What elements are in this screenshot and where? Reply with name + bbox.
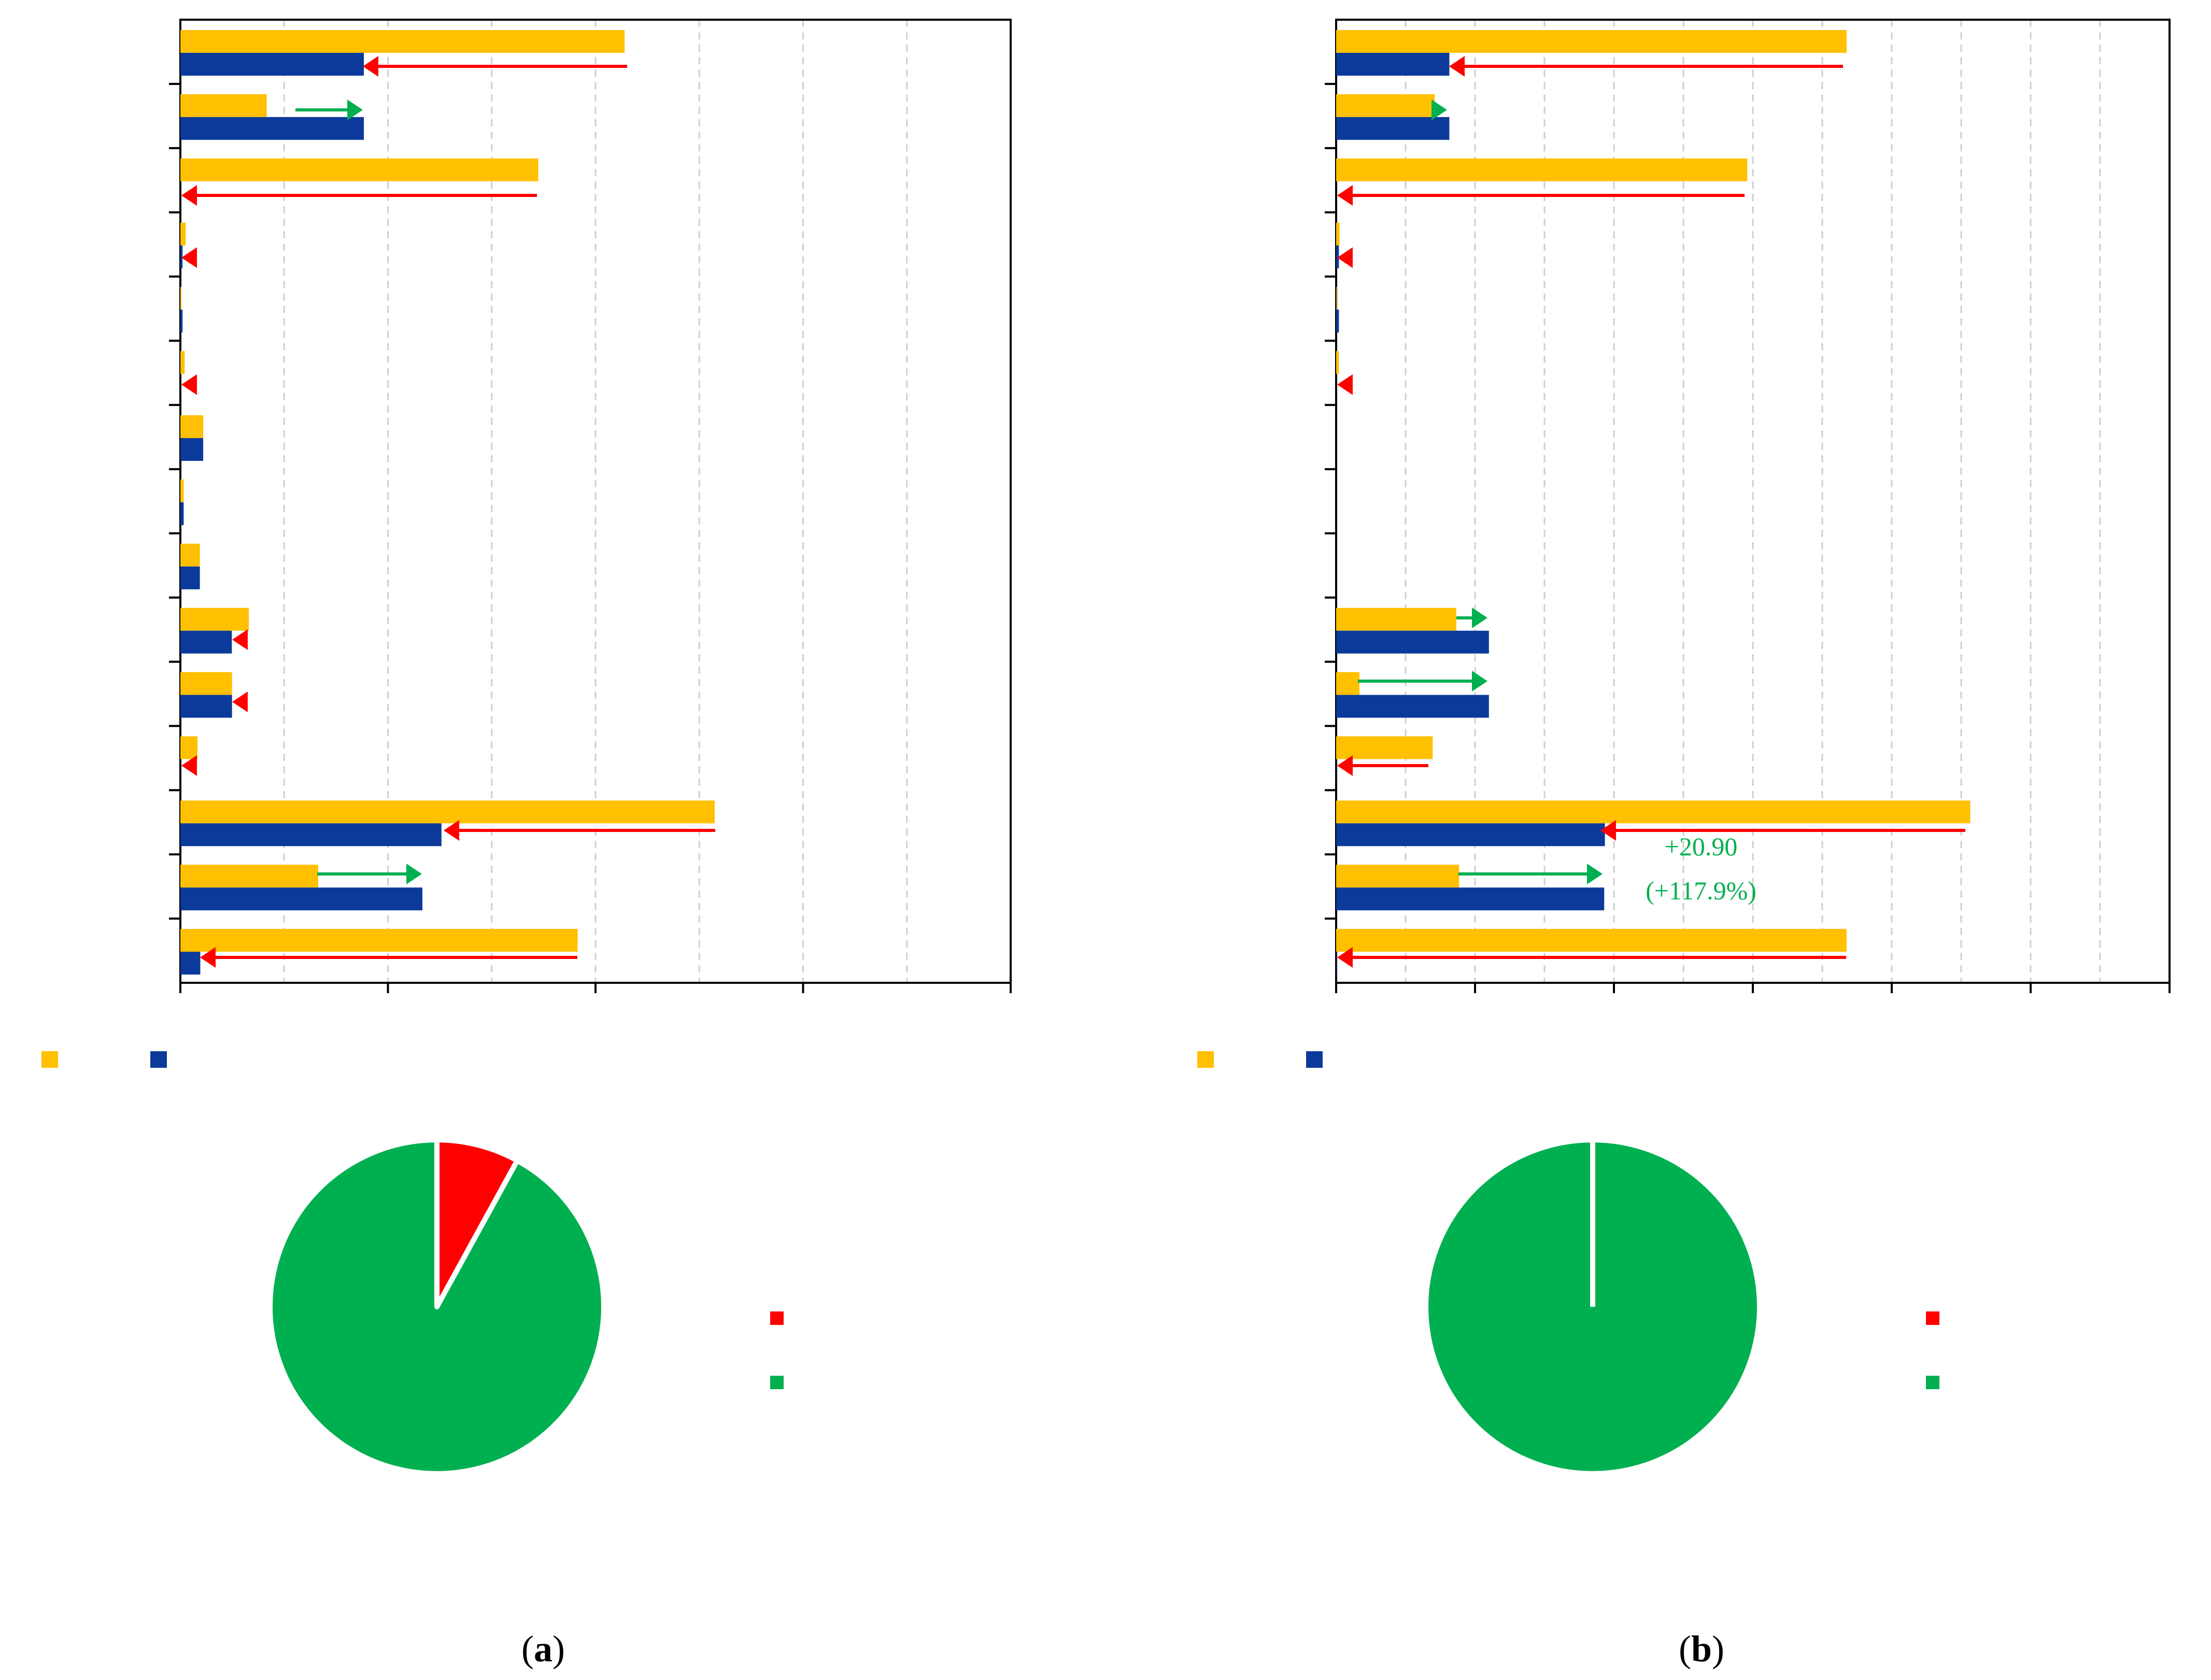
annotation-epgl-nren-arrow-head xyxy=(1337,947,1353,968)
bar-ante-epl-ren xyxy=(180,94,267,117)
annotation-epl-ren-arrow-head xyxy=(347,100,363,120)
bar-post-epgl-tot xyxy=(1336,823,1605,846)
bar-ante-epl-nren xyxy=(180,158,538,181)
bar-post-epgl-ren xyxy=(180,887,422,911)
annotation-epgl-ren-arrow-head xyxy=(1587,864,1603,884)
bar-post-epgl-tot xyxy=(180,823,442,846)
bar-post-epc-ren xyxy=(180,309,183,333)
bar-ante-epgl-nren xyxy=(1336,929,1847,952)
legend-swatch-post xyxy=(1306,1051,1323,1068)
bar-ante-eph-nren xyxy=(180,736,198,759)
annotation-epc-tot-arrow-head xyxy=(1337,247,1353,268)
bar-ante-eph-tot xyxy=(180,608,249,631)
panel-label-a: (a) xyxy=(521,1628,565,1670)
annotation-epl-nren-arrow-head xyxy=(1337,185,1353,206)
bar-ante-epw-nren xyxy=(180,543,200,567)
bar-post-epw-tot xyxy=(180,438,204,461)
bar-ante-epl-tot xyxy=(1336,30,1847,53)
annotation-eph-nren-arrow-head xyxy=(1337,755,1353,776)
bar-ante-epw-tot xyxy=(180,415,204,439)
bar-post-epl-ren xyxy=(180,117,364,140)
bar-ante-eph-tot xyxy=(1336,608,1456,631)
bar-ante-epw-ren xyxy=(180,479,184,502)
bar-post-epgl-nren xyxy=(1336,952,1337,975)
bar-post-eph-tot xyxy=(1336,630,1489,654)
annotation-epl-tot-arrow-head xyxy=(1449,56,1465,77)
bar-ante-epc-nren xyxy=(180,351,185,374)
bar-post-epc-tot xyxy=(1336,245,1339,269)
bar-post-epl-tot xyxy=(180,52,364,76)
annotation-epgl-tot-arrow-head xyxy=(444,820,459,841)
annotation-epc-nren-arrow-head xyxy=(181,374,197,395)
pie-chart-a xyxy=(267,1137,784,1476)
panel-label-b: (b) xyxy=(1679,1628,1724,1670)
bar-ante-epgl-ren xyxy=(1336,865,1459,888)
annotation-epl-tot-arrow-head xyxy=(363,56,378,77)
bar-post-epc-ren xyxy=(1336,309,1339,333)
bar-post-epl-ren xyxy=(1336,117,1450,140)
bar-ante-eph-nren xyxy=(1336,736,1433,759)
bar-post-eph-nren xyxy=(1336,759,1337,782)
annotation-eph-ren-arrow-head xyxy=(232,691,248,712)
bar-chart-a xyxy=(41,19,1012,1068)
bar-ante-eph-ren xyxy=(1336,672,1360,695)
bar-ante-epgl-tot xyxy=(180,800,715,824)
bar-post-epgl-ren xyxy=(1336,887,1605,911)
bar-post-epgl-nren xyxy=(180,952,201,975)
bar-post-epl-tot xyxy=(1336,52,1450,76)
annotation-epgl-ren-text: +20.90 (+117.9%) xyxy=(1646,832,1756,905)
bar-post-eph-ren xyxy=(180,695,232,718)
bar-ante-epc-nren xyxy=(1336,351,1339,374)
annotation-epgl-ren-arrow-head xyxy=(406,864,422,884)
annotation-epl-ren-arrow-head xyxy=(1432,100,1447,120)
annotation-epc-tot-arrow-head xyxy=(181,247,197,268)
annotation-epc-nren-arrow-head xyxy=(1337,374,1353,395)
pie-chart-b xyxy=(1423,1137,1939,1476)
bar-ante-epc-ren xyxy=(180,287,182,310)
bar-chart-b: +20.90 (+117.9%) xyxy=(1197,19,2171,1068)
pie-legend-swatch-epgl-ren xyxy=(770,1376,784,1389)
pie-legend-swatch-epgl-nren xyxy=(1926,1311,1939,1325)
annotation-eph-tot-arrow-head xyxy=(1472,608,1487,628)
bar-post-eph-ren xyxy=(1336,695,1489,718)
pie-legend-swatch-epgl-ren xyxy=(1926,1376,1939,1389)
bar-ante-epgl-tot xyxy=(1336,800,1971,824)
bar-post-epc-tot xyxy=(180,245,183,269)
pie-slice-epgl-ren xyxy=(267,1137,606,1476)
bar-ante-epl-ren xyxy=(1336,94,1435,117)
bar-ante-epl-tot xyxy=(180,30,625,53)
annotation-eph-ren-arrow-head xyxy=(1472,671,1487,691)
pie-legend-swatch-epgl-nren xyxy=(770,1311,784,1325)
legend-swatch-post xyxy=(150,1051,167,1068)
legend-swatch-ante xyxy=(1197,1051,1214,1068)
bar-post-eph-tot xyxy=(180,630,232,654)
annotation-epgl-tot-arrow-head xyxy=(1600,820,1616,841)
annotation-epl-nren-arrow-head xyxy=(181,185,197,206)
bar-ante-epc-tot xyxy=(180,222,186,246)
bar-post-epw-ren xyxy=(180,502,184,525)
bar-ante-epc-ren xyxy=(1336,287,1337,310)
bar-ante-eph-ren xyxy=(180,672,232,695)
bar-ante-epl-nren xyxy=(1336,158,1748,181)
legend-swatch-ante xyxy=(41,1051,58,1068)
bar-ante-epgl-nren xyxy=(180,929,578,952)
annotation-eph-nren-arrow-head xyxy=(181,755,197,776)
bar-post-epw-nren xyxy=(180,566,200,589)
bar-ante-epc-tot xyxy=(1336,222,1340,246)
bar-ante-epgl-ren xyxy=(180,865,318,888)
annotation-eph-tot-arrow-head xyxy=(232,629,248,650)
annotation-epgl-nren-arrow-head xyxy=(200,947,216,968)
